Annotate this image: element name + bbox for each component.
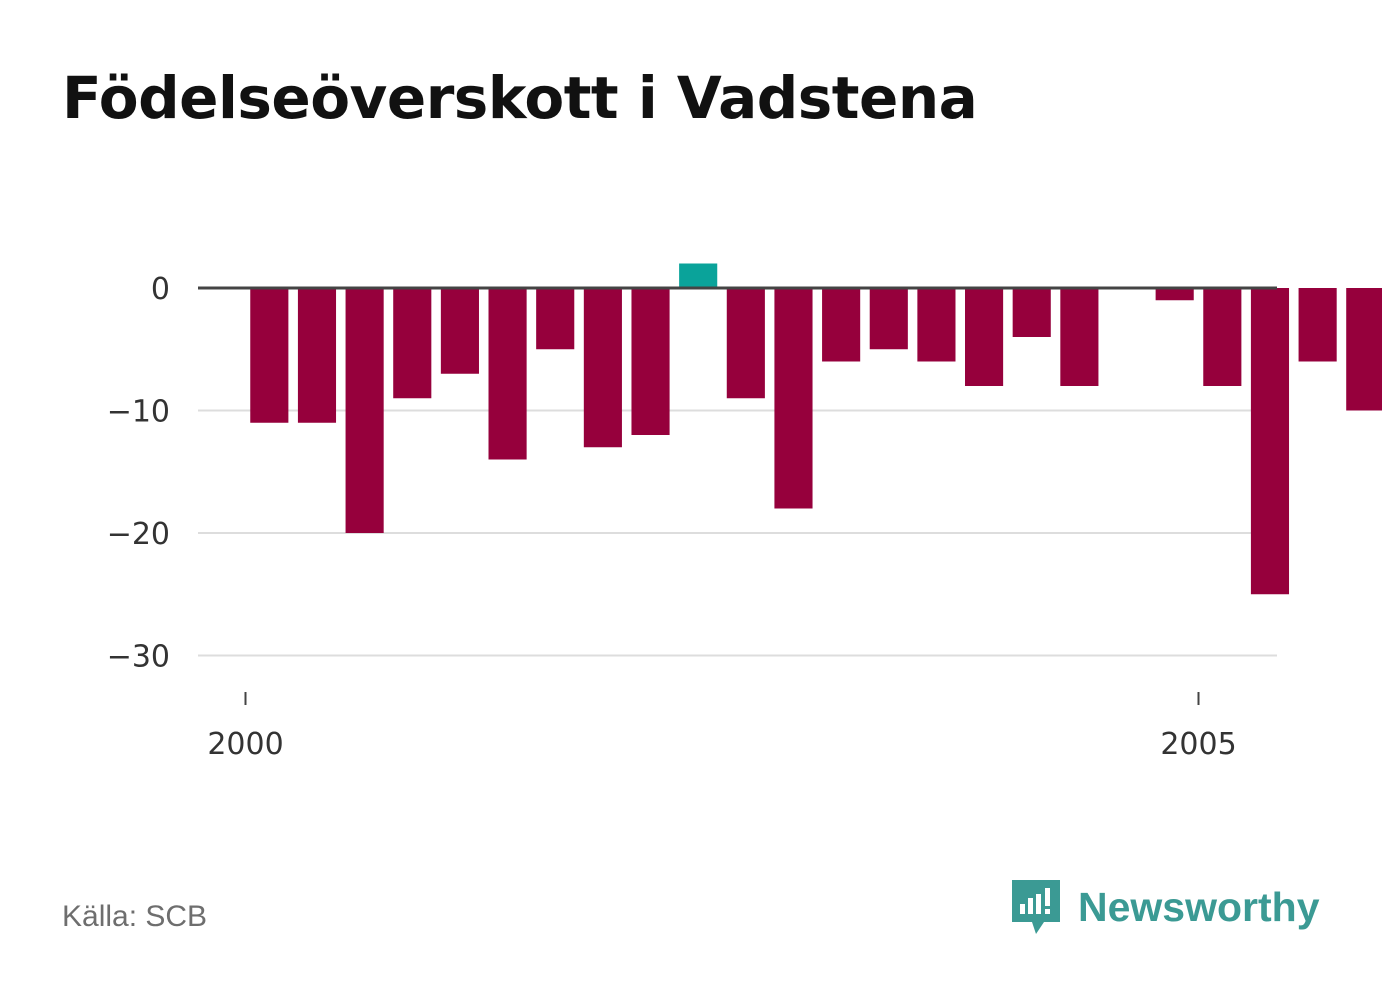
bar bbox=[1346, 288, 1382, 411]
bar bbox=[869, 288, 908, 350]
bar bbox=[679, 263, 718, 288]
bar bbox=[440, 288, 479, 374]
newsworthy-logo-icon bbox=[1012, 880, 1060, 934]
bar bbox=[774, 288, 813, 509]
bar bbox=[965, 288, 1004, 386]
bar bbox=[1012, 288, 1051, 337]
y-tick-label: −20 bbox=[107, 517, 170, 552]
bar bbox=[726, 288, 765, 399]
x-tick-label: 2000 bbox=[207, 727, 283, 762]
bar bbox=[393, 288, 432, 399]
bar bbox=[1298, 288, 1337, 362]
bar bbox=[631, 288, 670, 435]
y-tick-label: −10 bbox=[107, 395, 170, 430]
bar bbox=[1155, 288, 1194, 301]
x-tick-label: 2005 bbox=[1160, 727, 1236, 762]
bar bbox=[488, 288, 527, 460]
y-axis: 0 −10 −20 −30 bbox=[107, 272, 1277, 675]
bar bbox=[1060, 288, 1099, 386]
y-tick-label: −30 bbox=[107, 640, 170, 675]
brand-name: Newsworthy bbox=[1078, 883, 1320, 930]
bar bbox=[536, 288, 575, 350]
x-axis: 200020052010201520202025 bbox=[207, 692, 1237, 762]
bar bbox=[297, 288, 337, 423]
bar bbox=[917, 288, 956, 362]
bar bbox=[822, 288, 861, 362]
bar bbox=[345, 288, 384, 533]
brand-logo[interactable]: Newsworthy bbox=[1010, 876, 1320, 938]
bar bbox=[583, 288, 622, 448]
chart-title: Födelseöverskott i Vadstena bbox=[62, 64, 978, 132]
source-label: Källa: SCB bbox=[62, 900, 208, 933]
bars bbox=[250, 263, 1382, 595]
y-tick-label: 0 bbox=[151, 272, 170, 307]
bar bbox=[1203, 288, 1242, 386]
bar bbox=[1250, 288, 1290, 595]
bar bbox=[250, 288, 289, 423]
